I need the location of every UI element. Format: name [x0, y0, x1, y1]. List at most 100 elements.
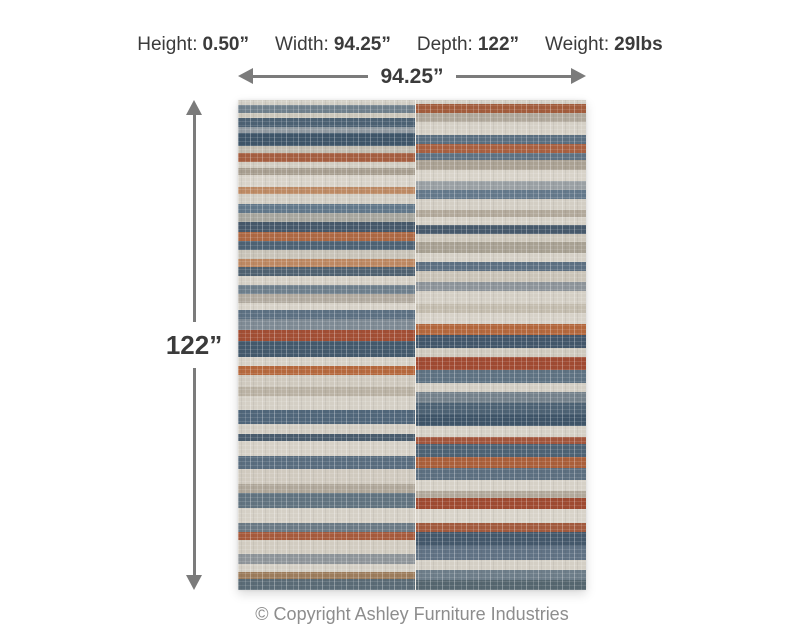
rug-stripe	[415, 281, 586, 291]
rug-stripe	[415, 523, 586, 532]
rug-image	[238, 100, 586, 591]
rug-stripe	[238, 194, 415, 204]
rug-stripe	[238, 276, 415, 286]
rug-stripe	[415, 217, 586, 225]
rug-stripe	[238, 203, 415, 214]
rug-stripe	[415, 414, 586, 426]
rug-right-half	[414, 100, 586, 591]
rug-stripe	[415, 402, 586, 415]
rug-stripe	[238, 112, 415, 118]
rug-stripe	[415, 270, 586, 282]
rug-stripe	[238, 258, 415, 267]
rug-stripe	[415, 323, 586, 335]
rug-stripe	[415, 531, 586, 547]
dimension-line-bottom	[192, 368, 196, 575]
rug-stripe	[415, 425, 586, 437]
spec-item-width: Width: 94.25”	[275, 34, 391, 57]
depth-dimension-label: 122”	[165, 330, 223, 360]
dimension-line-left	[253, 74, 369, 78]
rug-left-half	[238, 100, 415, 590]
spec-label-width: Width:	[274, 34, 329, 55]
rug-stripe	[415, 391, 586, 403]
rug-stripe	[415, 121, 586, 136]
rug-stripe	[238, 386, 415, 397]
rug-stripe	[238, 396, 415, 411]
rug-stripe	[238, 440, 415, 456]
rug-stripe	[415, 224, 586, 234]
rug-stripe	[415, 242, 586, 254]
depth-dimension-arrow: 122”	[166, 100, 222, 590]
rug-stripe	[415, 480, 586, 492]
rug-stripe	[238, 167, 415, 175]
rug-stripe	[415, 356, 586, 370]
rug-stripe	[415, 580, 586, 591]
rug-stripe	[415, 198, 586, 210]
rug-stripe	[238, 100, 415, 105]
rug-stripe	[238, 579, 415, 590]
rug-stripe	[415, 468, 586, 481]
arrowhead-up-icon	[186, 100, 202, 115]
rug-stripe	[415, 113, 586, 122]
rug-stripe	[415, 189, 586, 199]
rug-stripe	[238, 531, 415, 540]
rug-stripe	[238, 126, 415, 133]
rug-stripe	[415, 170, 586, 182]
width-dimension-label: 94.25”	[380, 64, 444, 88]
rug-stripe	[238, 309, 415, 320]
rug-stripe	[415, 143, 586, 153]
width-dimension-arrow: 94.25”	[238, 62, 586, 90]
rug-stripe	[238, 468, 415, 484]
rug-stripe	[238, 356, 415, 366]
rug-stripe	[238, 483, 415, 494]
rug-stripe	[238, 553, 415, 565]
spec-item-height: Height: 0.50”	[137, 34, 249, 57]
rug-stripe	[415, 303, 586, 313]
rug-stripe	[238, 424, 415, 434]
rug-stripe	[415, 100, 586, 105]
spec-label-height: Height:	[137, 34, 198, 55]
rug-stripe	[238, 433, 415, 441]
arrowhead-right-icon	[571, 68, 586, 84]
rug-stripe	[238, 564, 415, 573]
rug-stripe	[415, 560, 586, 571]
rug-stripe	[415, 181, 586, 190]
spec-header: Height: 0.50” Width: 94.25” Depth: 122” …	[0, 34, 800, 57]
rug-stripe	[238, 266, 415, 277]
spec-value-height: 0.50”	[202, 34, 249, 55]
rug-stripe	[415, 491, 586, 498]
rug-stripe	[415, 444, 586, 458]
rug-stripe	[415, 209, 586, 218]
rug-stripe	[415, 497, 586, 509]
rug-stripe	[238, 132, 415, 146]
rug-stripe	[238, 365, 415, 376]
rug-stripe	[238, 250, 415, 259]
rug-stripe	[415, 253, 586, 263]
rug-stripe	[415, 135, 586, 144]
rug-stripe	[238, 341, 415, 357]
spec-label-weight: Weight:	[545, 34, 610, 55]
arrowhead-down-icon	[186, 575, 202, 590]
arrowhead-left-icon	[238, 68, 253, 84]
rug-stripe	[415, 152, 586, 161]
rug-stripe	[238, 539, 415, 554]
rug-stripe	[415, 546, 586, 561]
rug-stripe	[238, 508, 415, 524]
rug-stripe	[238, 161, 415, 168]
rug-stripe	[415, 290, 586, 304]
rug-stripe	[238, 222, 415, 232]
rug-stripe	[415, 382, 586, 392]
rug-stripe	[238, 104, 415, 113]
rug-stripe	[238, 145, 415, 153]
rug-stripe	[415, 334, 586, 348]
rug-stripe	[238, 293, 415, 303]
rug-stripe	[415, 312, 586, 324]
rug-stripe	[238, 319, 415, 330]
rug-stripe	[238, 213, 415, 223]
spec-label-depth: Depth:	[416, 34, 473, 55]
rug-stripe	[415, 570, 586, 581]
rug-stripe	[238, 117, 415, 127]
rug-stripe	[415, 347, 586, 357]
spec-value-weight: 29lbs	[614, 34, 663, 55]
rug-stripe	[238, 241, 415, 251]
rug-stripe	[238, 375, 415, 387]
